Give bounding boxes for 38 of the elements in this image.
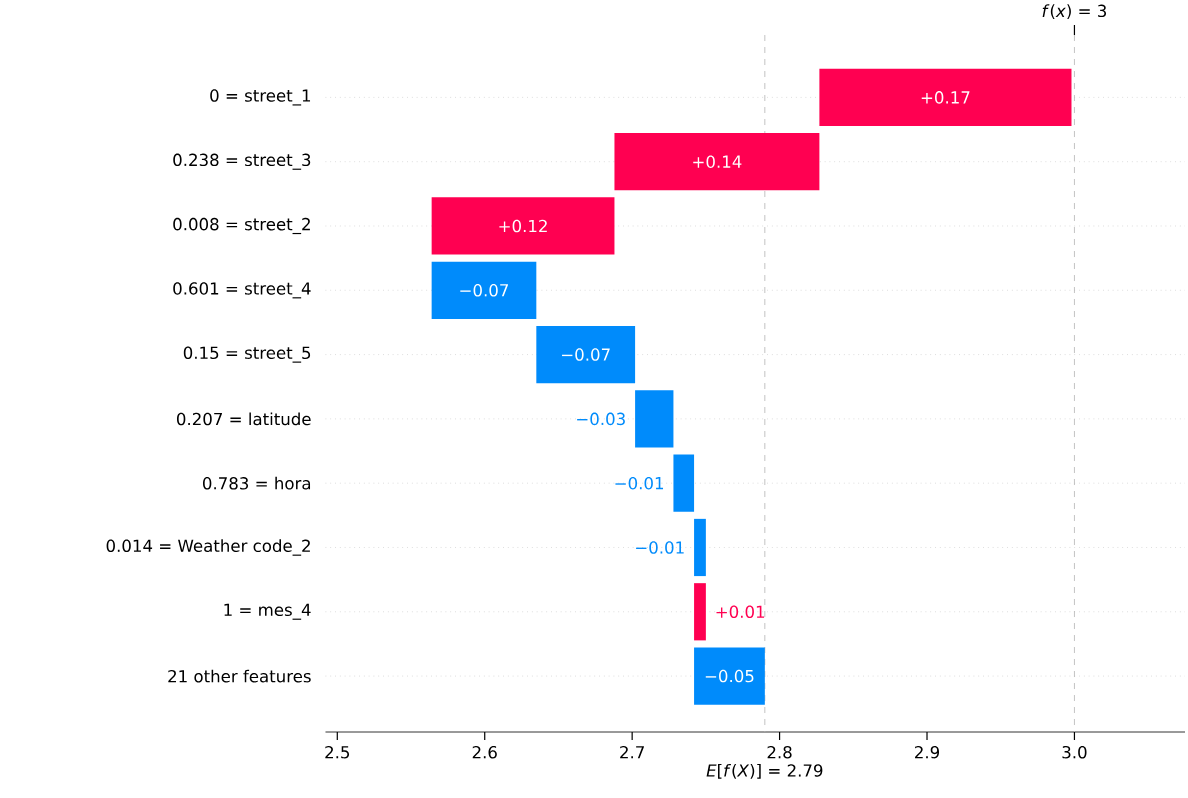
y-tick-label: 1 = mes_4: [224, 603, 311, 620]
bar: [431, 261, 537, 319]
x-tick-label: 2.6: [472, 745, 497, 759]
data-label: −0.07: [460, 284, 508, 297]
x-tick-label: 3.0: [1062, 745, 1087, 759]
x-tick-label: 2.5: [325, 745, 350, 759]
bar: [614, 133, 820, 191]
y-tick-label: 0.15 = street_5: [183, 346, 311, 363]
data-label: +0.01: [716, 605, 765, 619]
ref-line-label: E[f(X)] = 2.79: [706, 763, 823, 779]
x-tick-label: 2.8: [767, 745, 792, 759]
data-label: −0.07: [562, 348, 610, 361]
bar: [819, 68, 1072, 126]
data-label: −0.03: [577, 412, 625, 426]
x-tick-label: 2.9: [915, 745, 940, 759]
x-tick-label: 2.7: [620, 745, 644, 759]
y-tick-label: 21 other features: [168, 669, 311, 683]
bar: [431, 197, 615, 255]
y-tick-label: 0.601 = street_4: [173, 282, 311, 299]
data-label: +0.17: [921, 91, 970, 104]
y-tick-label: 0.238 = street_3: [173, 153, 311, 170]
data-label: −0.05: [705, 669, 754, 683]
bar: [694, 518, 706, 577]
data-label: −0.01: [636, 541, 684, 554]
y-tick-label: 0.014 = Weather code_2: [106, 539, 310, 556]
data-label: +0.12: [499, 219, 547, 233]
y-tick-label: 0 = street_1: [210, 89, 311, 106]
bar: [536, 325, 636, 384]
bar: [635, 390, 674, 448]
y-tick-label: 0.783 = hora: [203, 476, 311, 490]
y-tick-label: 0.207 = latitude: [176, 412, 311, 426]
ref-line-label: f(x) = 3: [1042, 4, 1107, 20]
bar: [694, 647, 765, 705]
y-tick-label: 0.008 = street_2: [173, 217, 310, 235]
data-label: +0.14: [693, 155, 742, 168]
data-label: −0.01: [615, 476, 664, 490]
bar: [694, 583, 706, 641]
bar: [673, 454, 695, 512]
